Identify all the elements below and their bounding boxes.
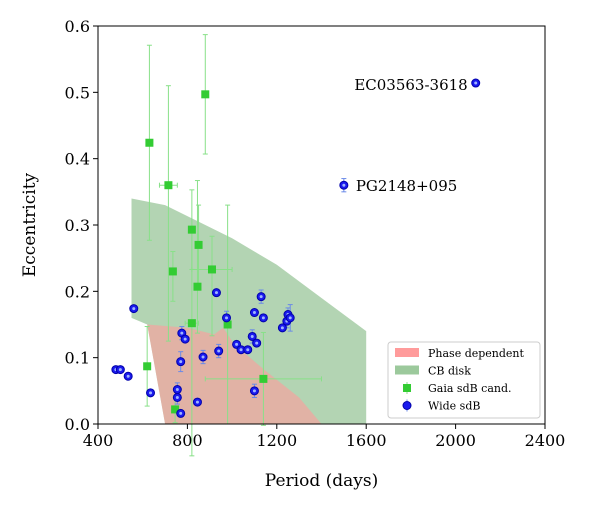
gaia-point — [164, 181, 173, 190]
x-tick-label: 800 — [172, 431, 203, 450]
wide-sdb-point-center — [183, 337, 187, 341]
legend-square-marker — [403, 384, 411, 392]
wide-sdb-point-center — [175, 395, 179, 399]
y-tick-label: 0.5 — [65, 83, 90, 102]
wide-sdb-point-center — [149, 391, 153, 395]
x-tick-label: 2400 — [525, 431, 566, 450]
x-tick-label: 2000 — [435, 431, 476, 450]
wide-sdb-point-center — [252, 311, 256, 315]
gaia-point — [143, 362, 152, 371]
wide-sdb-point-center — [132, 307, 136, 311]
wide-sdb-point-center — [179, 360, 183, 364]
wide-sdb-point-center — [288, 316, 292, 320]
legend-swatch — [395, 365, 419, 375]
wide-sdb-point-center — [180, 331, 184, 335]
gaia-point — [171, 405, 180, 414]
x-tick-label: 400 — [83, 431, 114, 450]
legend: Phase dependent CB disk Gaia sdB cand. Wide… — [387, 341, 541, 419]
gaia-point — [194, 240, 203, 249]
x-tick-label: 1600 — [346, 431, 387, 450]
y-tick-label: 0.4 — [65, 150, 90, 169]
y-tick-label: 0.3 — [65, 216, 90, 235]
y-tick-label: 0.0 — [65, 415, 90, 434]
wide-sdb-point-center — [342, 183, 346, 187]
gaia-point — [193, 282, 202, 291]
wide-sdb-point-center — [259, 295, 263, 299]
gaia-point — [187, 319, 196, 328]
y-axis-label: Eccentricity — [20, 172, 40, 277]
x-axis-label: Period (days) — [265, 471, 378, 491]
gaia-point — [207, 265, 216, 274]
legend-label: Phase dependent — [428, 347, 525, 360]
wide-sdb-point-center — [252, 389, 256, 393]
legend-box — [387, 341, 541, 419]
wide-sdb-point-center — [280, 326, 284, 330]
region-phase-dependent — [147, 324, 322, 424]
legend-swatch — [395, 348, 419, 357]
axis-ticks: 400 800 1200 1600 2000 2400 0.0 0.1 0.2 0.3 0.4 0.5… — [65, 17, 566, 450]
wide-sdb-point-center — [239, 348, 243, 352]
shaded-regions — [131, 198, 367, 424]
wide-sdb-point-center — [246, 348, 250, 352]
legend-label: CB disk — [428, 365, 471, 378]
gaia-point — [259, 374, 268, 383]
y-tick-label: 0.6 — [65, 17, 90, 36]
gaia-point — [223, 320, 232, 329]
wide-sdb-point-center — [474, 81, 478, 85]
legend-label: Gaia sdB cand. — [428, 382, 512, 395]
data-points — [111, 78, 481, 418]
legend-label: Wide sdB — [428, 400, 480, 413]
wide-sdb-point-center — [201, 355, 205, 359]
wide-sdb-point-center — [217, 349, 221, 353]
wide-sdb-point-center — [179, 411, 183, 415]
wide-sdb-point-center — [214, 291, 218, 295]
wide-sdb-point-center — [225, 316, 229, 320]
wide-sdb-point-center — [261, 316, 265, 320]
legend-circle-marker — [402, 401, 412, 410]
wide-sdb-point-center — [250, 334, 254, 338]
x-tick-label: 1200 — [256, 431, 297, 450]
annotations: EC03563-3618 PG2148+095 — [354, 76, 467, 195]
wide-sdb-point-center — [118, 368, 122, 372]
wide-sdb-point-center — [126, 374, 130, 378]
wide-sdb-point-center — [175, 388, 179, 392]
wide-sdb-point-center — [255, 341, 259, 345]
annotation-pg2148-095: PG2148+095 — [356, 177, 457, 195]
y-tick-label: 0.2 — [65, 282, 90, 301]
gaia-point — [145, 138, 154, 147]
gaia-point — [168, 267, 177, 276]
y-tick-label: 0.1 — [65, 349, 90, 368]
wide-sdb-point-center — [235, 342, 239, 346]
wide-sdb-point-center — [195, 400, 199, 404]
gaia-point — [201, 90, 210, 99]
annotation-ec03563-3618: EC03563-3618 — [354, 76, 467, 94]
gaia-point — [187, 225, 196, 234]
